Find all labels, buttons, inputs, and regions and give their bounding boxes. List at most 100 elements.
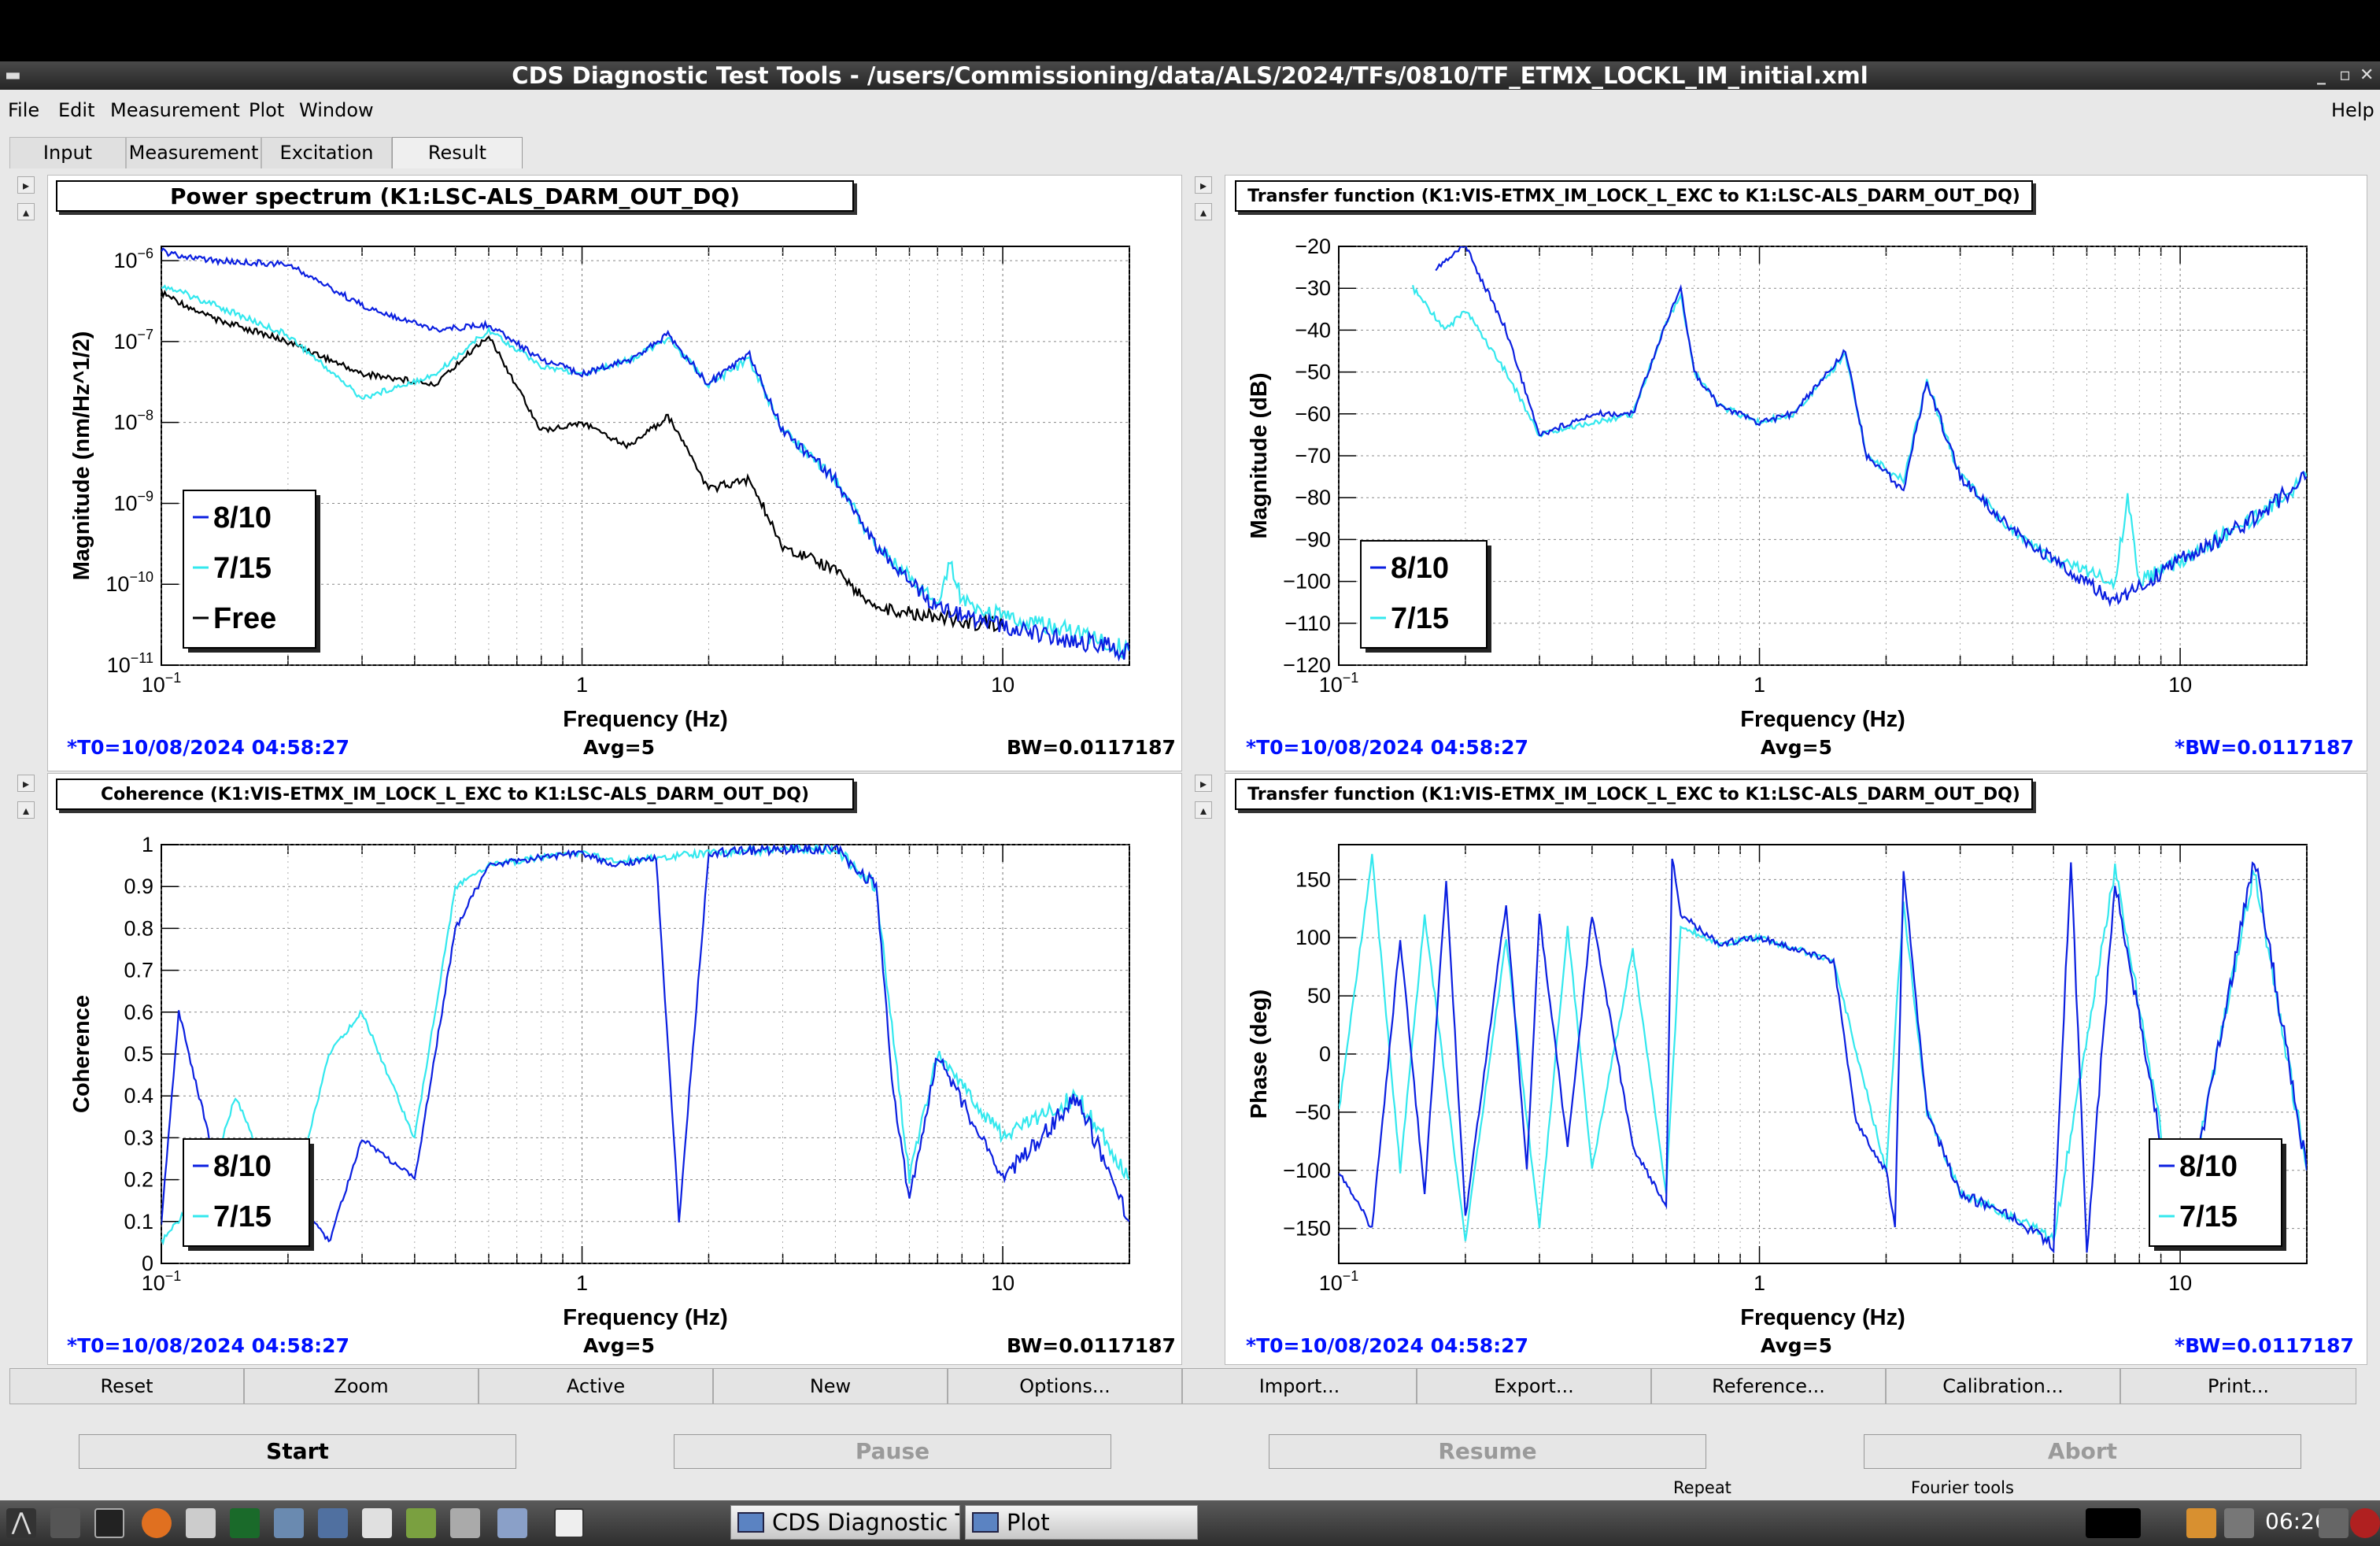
network-icon[interactable] [2319,1508,2349,1538]
x-axis-label: Frequency (Hz) [1740,707,1905,732]
files-icon[interactable] [186,1508,216,1538]
window-list-icon[interactable] [450,1508,480,1538]
x-axis-label: Frequency (Hz) [563,707,727,732]
import-button[interactable]: Import... [1182,1368,1417,1404]
y-tick-label: 0.5 [124,1042,153,1066]
tf-phase-chart[interactable]: 150 100 50 0 −50 −100 −150 10−1 1 10 Frequency (Hz… [1225,774,2368,1366]
y-tick-label: −20 [1295,235,1331,258]
desktop-icon[interactable] [50,1508,80,1538]
zoom-button[interactable]: Zoom [244,1368,479,1404]
menu-help[interactable]: Help [2331,99,2374,121]
abort-button[interactable]: Abort [1864,1434,2301,1469]
monitor-icon[interactable] [230,1508,260,1538]
power-icon[interactable] [2350,1508,2380,1538]
chart-app-icon[interactable] [274,1508,304,1538]
x-tick-exponent: −1 [165,670,182,686]
options-button[interactable]: Options... [948,1368,1182,1404]
tray-app-icon[interactable] [2224,1508,2254,1538]
minimize-icon[interactable]: _ [2317,65,2326,85]
collapse-arrow-icon[interactable]: ▴ [17,801,35,819]
tab-result[interactable]: Result [392,137,523,168]
plot-panel-tf-magnitude[interactable]: Transfer function (K1:VIS-ETMX_IM_LOCK_L… [1225,175,2367,771]
y-tick-label: 0.4 [124,1084,153,1108]
start-button[interactable]: Start [79,1434,516,1469]
x-tick-label: 1 [576,1271,588,1295]
legend-box [183,490,316,649]
print-button[interactable]: Print... [2120,1368,2356,1404]
collapse-arrow-icon[interactable]: ▴ [1195,801,1212,819]
plot-panel-psd[interactable]: Power spectrum (K1:LSC-ALS_DARM_OUT_DQ) … [47,175,1182,771]
close-icon[interactable]: ✕ [2360,65,2374,85]
start-menu-icon[interactable]: ⋀ [6,1508,36,1538]
expand-arrow-icon[interactable]: ▸ [17,775,35,792]
viewer-icon[interactable] [362,1508,392,1538]
y-tick-label: −80 [1295,486,1331,509]
scope-icon[interactable] [318,1508,348,1538]
editor-icon[interactable] [406,1508,436,1538]
reference-button[interactable]: Reference... [1651,1368,1886,1404]
x-tick-exponent: −1 [1343,670,1359,686]
tab-measurement[interactable]: Measurement [126,137,261,168]
export-button[interactable]: Export... [1417,1368,1651,1404]
t0-label: *T0=10/08/2024 04:58:27 [1246,1334,1528,1357]
firefox-icon[interactable] [142,1508,172,1538]
coherence-chart[interactable]: 0 0.1 0.2 0.3 0.4 0.5 0.6 0.7 0.8 0.9 1 10−1 1 10 Freq… [48,774,1183,1366]
menu-plot[interactable]: Plot [249,99,285,121]
series-group [161,247,1129,662]
workspace-1-icon[interactable] [497,1508,527,1538]
plot-area [161,246,1130,666]
plot-title: Coherence (K1:VIS-ETMX_IM_LOCK_L_EXC to … [56,779,854,810]
menu-edit[interactable]: Edit [58,99,95,121]
y-tick-label: −120 [1283,653,1331,677]
plot-panel-tf-phase[interactable]: Transfer function (K1:VIS-ETMX_IM_LOCK_L… [1225,773,2367,1365]
plot-button-bar: Reset Zoom Active New Options... Import.… [9,1368,2380,1404]
workspace-2-icon[interactable] [554,1508,584,1538]
menu-window[interactable]: Window [299,99,374,121]
series-line-8-10 [161,247,1129,662]
y-tick-label: 0.7 [124,959,153,982]
tab-excitation[interactable]: Excitation [261,137,392,168]
collapse-arrow-icon[interactable]: ▴ [1195,203,1212,220]
y-tick-label: −100 [1283,570,1331,594]
x-axis-label: Frequency (Hz) [563,1305,727,1330]
x-tick-label: 10 [2168,1271,2192,1295]
menu-measurement[interactable]: Measurement [110,99,240,121]
window-menu-icon[interactable]: ▬ [5,65,21,85]
tray-p-icon[interactable] [2186,1508,2216,1538]
new-button[interactable]: New [713,1368,948,1404]
window-title: CDS Diagnostic Test Tools - /users/Commi… [512,62,1868,89]
y-tick-exponent: −11 [131,650,153,666]
menu-file[interactable]: File [8,99,40,121]
resume-button[interactable]: Resume [1269,1434,1706,1469]
x-tick-label: 10 [2168,673,2192,697]
series-line-8-10 [161,845,1129,1243]
terminal-icon[interactable] [94,1508,124,1538]
y-tick-label: −60 [1295,402,1331,426]
tf-magnitude-chart[interactable]: −20−30−40−50−60−70−80−90−100−110−12010−1… [1225,176,2368,772]
active-button[interactable]: Active [479,1368,713,1404]
y-tick-label: 0.2 [124,1168,153,1192]
expand-arrow-icon[interactable]: ▸ [17,176,35,194]
collapse-arrow-icon[interactable]: ▴ [17,203,35,220]
t0-label: *T0=10/08/2024 04:58:27 [1246,736,1528,759]
plot-panel-coherence[interactable]: Coherence (K1:VIS-ETMX_IM_LOCK_L_EXC to … [47,773,1182,1365]
task-plot[interactable]: Plot [965,1505,1198,1540]
pause-button[interactable]: Pause [674,1434,1111,1469]
tab-input[interactable]: Input [9,137,126,168]
y-axis-label: Phase (deg) [1247,989,1272,1119]
legend-label: 7/15 [2179,1200,2238,1233]
maximize-icon[interactable]: ▫ [2339,65,2351,85]
reset-button[interactable]: Reset [9,1368,244,1404]
window-titlebar[interactable]: CDS Diagnostic Test Tools - /users/Commi… [0,61,2380,90]
y-axis-label: Magnitude (nm/Hz^1/2) [69,331,94,581]
y-tick-label: 100 [1295,926,1331,949]
expand-arrow-icon[interactable]: ▸ [1195,775,1212,792]
y-axis-label: Magnitude (dB) [1247,372,1272,538]
plot-title: Transfer function (K1:VIS-ETMX_IM_LOCK_L… [1235,779,2033,810]
legend-label: 7/15 [1391,602,1449,635]
x-axis-label: Frequency (Hz) [1740,1305,1905,1330]
calibration-button[interactable]: Calibration... [1886,1368,2120,1404]
task-cds-diagnostic[interactable]: CDS Diagnostic T... [730,1505,960,1540]
expand-arrow-icon[interactable]: ▸ [1195,176,1212,194]
